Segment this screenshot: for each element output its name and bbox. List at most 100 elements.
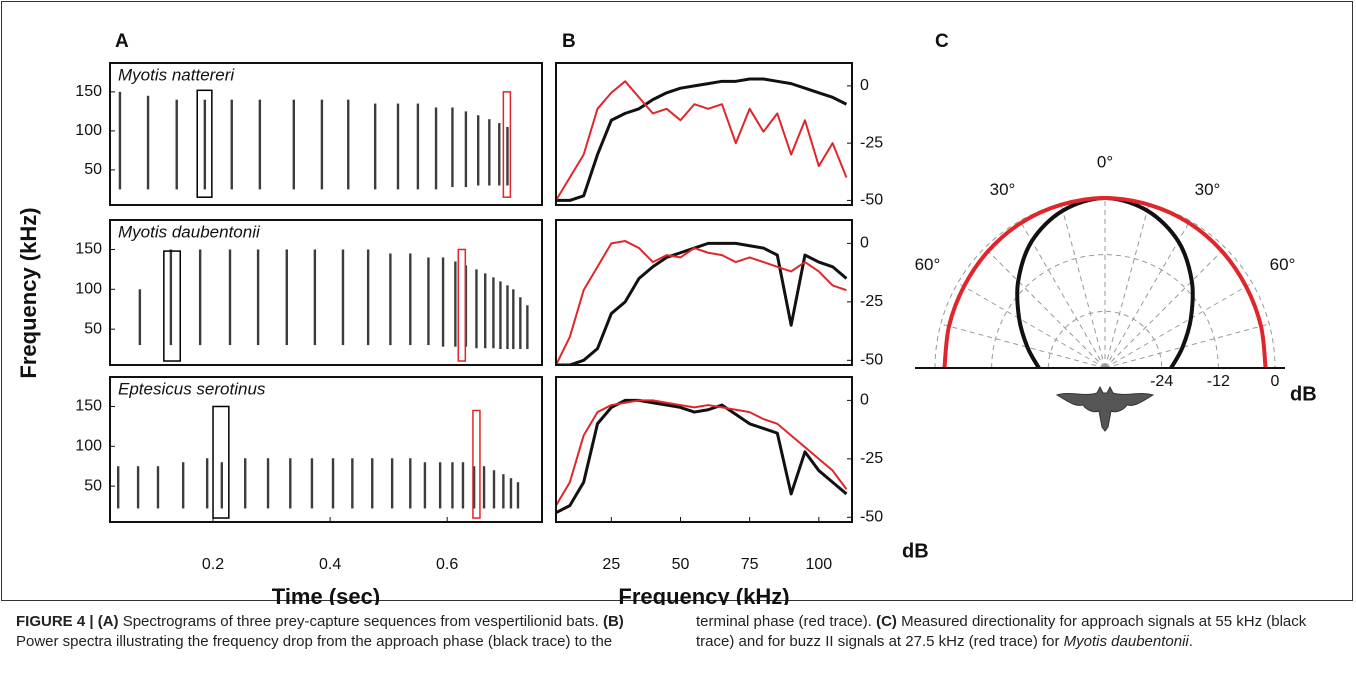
- caption-text: .: [1188, 633, 1193, 650]
- call: [203, 99, 207, 190]
- x-tick-label: 25: [602, 556, 620, 573]
- call: [258, 99, 262, 190]
- call: [502, 474, 505, 509]
- call: [454, 261, 457, 347]
- call: [313, 249, 317, 346]
- panel-label: A: [115, 31, 129, 52]
- call: [484, 273, 487, 349]
- call: [285, 249, 288, 346]
- call: [341, 249, 345, 346]
- call: [230, 99, 233, 190]
- species-name: Myotis daubentonii: [118, 222, 261, 241]
- call: [373, 103, 377, 190]
- y-tick-label: -25: [860, 293, 883, 310]
- call: [451, 462, 454, 509]
- y-tick-label: 50: [84, 477, 102, 494]
- call: [519, 297, 522, 350]
- call: [205, 458, 209, 509]
- call: [499, 281, 502, 350]
- y-axis-label: Frequency (kHz): [16, 207, 41, 378]
- call: [198, 249, 202, 346]
- radial-grid: [1019, 220, 1106, 369]
- y-tick-label: 100: [75, 122, 102, 139]
- selection-box: [212, 405, 230, 519]
- call: [475, 269, 478, 349]
- panel-frame: [555, 376, 853, 523]
- figure-frame: [1, 1, 1353, 601]
- y-tick-label: -25: [860, 134, 883, 151]
- call: [416, 103, 420, 190]
- y-tick-label: 0: [860, 235, 869, 252]
- panel-frame: [109, 62, 543, 206]
- y-tick-label: -50: [860, 192, 883, 209]
- call: [156, 466, 160, 509]
- panel-label: C: [935, 31, 949, 52]
- y-tick-label: 100: [75, 281, 102, 298]
- angle-tick-label: 60°: [1270, 255, 1296, 274]
- x-tick-label: 75: [741, 556, 759, 573]
- call: [423, 462, 427, 509]
- radial-grid: [1104, 323, 1270, 369]
- call: [492, 277, 495, 349]
- r-tick-label: -24: [1150, 373, 1173, 390]
- selection-box: [457, 248, 467, 362]
- call: [464, 111, 468, 188]
- call: [476, 115, 480, 186]
- call: [409, 458, 412, 509]
- call: [509, 478, 513, 509]
- y-tick-label: -50: [860, 509, 883, 526]
- x-axis-label: Frequency (kHz): [618, 584, 789, 605]
- call: [409, 253, 412, 346]
- call: [138, 289, 142, 346]
- call: [482, 466, 486, 509]
- y-tick-label: 0: [860, 392, 869, 409]
- caption-text: (C): [876, 613, 897, 630]
- call: [244, 458, 247, 509]
- bat-silhouette: [1055, 385, 1155, 432]
- call: [175, 99, 178, 190]
- panel-frame: [109, 219, 543, 366]
- spectrum-line: [556, 80, 848, 201]
- call: [220, 462, 224, 509]
- call: [461, 462, 465, 509]
- call: [116, 466, 120, 509]
- angle-tick-label: 0°: [1097, 152, 1113, 171]
- call: [434, 107, 438, 190]
- caption-text: FIGURE 4 | (A): [16, 613, 119, 630]
- radial-grid: [1104, 247, 1226, 369]
- radial-grid: [1104, 282, 1253, 369]
- selection-box: [196, 89, 213, 198]
- call: [310, 458, 314, 509]
- selection-box: [502, 91, 512, 198]
- spectrum-line: [556, 241, 848, 365]
- call: [181, 462, 185, 509]
- call: [390, 458, 394, 509]
- ring-grid: [934, 197, 1276, 369]
- call: [351, 458, 354, 509]
- y-axis-label: dB: [902, 540, 929, 562]
- y-tick-label: 150: [75, 398, 102, 415]
- angle-tick-label: 30°: [1195, 180, 1221, 199]
- call: [146, 95, 150, 190]
- angle-tick-label: 30°: [990, 180, 1016, 199]
- radial-grid: [984, 247, 1106, 369]
- r-axis-label: dB: [1290, 383, 1317, 405]
- radial-grid: [957, 282, 1106, 369]
- call: [331, 458, 335, 509]
- call: [396, 103, 400, 190]
- call: [371, 458, 374, 509]
- y-tick-label: -50: [860, 352, 883, 369]
- r-tick-label: -12: [1207, 373, 1230, 390]
- x-axis-label: Time (sec): [272, 584, 380, 605]
- call: [492, 470, 496, 509]
- call: [427, 257, 430, 346]
- directivity-line: [942, 195, 1268, 369]
- call: [438, 462, 442, 509]
- y-tick-label: -25: [860, 450, 883, 467]
- call: [516, 482, 520, 509]
- panel-frame: [109, 376, 543, 523]
- radial-grid: [940, 323, 1106, 369]
- spectrum-line: [556, 77, 848, 202]
- selection-box: [163, 250, 181, 362]
